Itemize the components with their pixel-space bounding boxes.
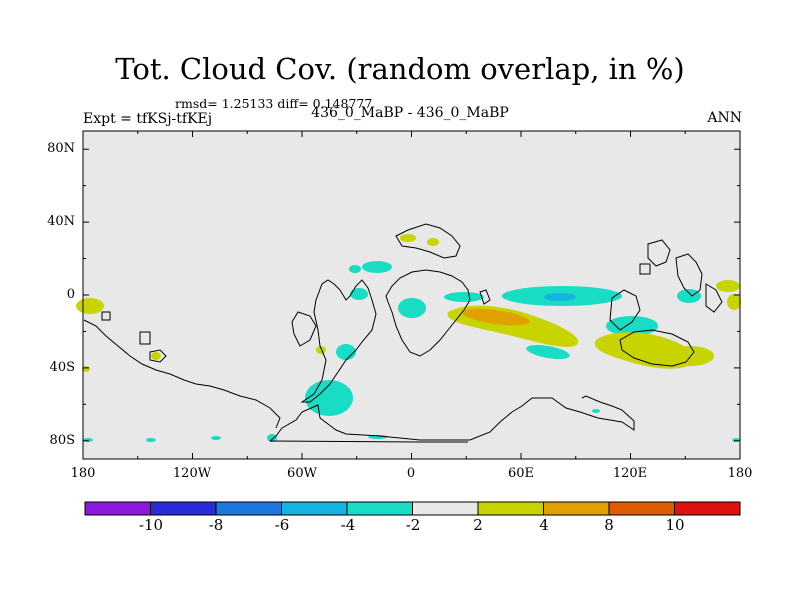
lon-label-60e: 60E (507, 466, 535, 481)
anomaly-patch (336, 344, 356, 360)
colorbar-bin (150, 501, 217, 516)
coastline (139, 331, 151, 345)
coastline (291, 311, 317, 347)
anomaly-patch (211, 436, 221, 440)
anomaly-patch (677, 289, 701, 303)
anomaly-patch (398, 298, 426, 318)
anomaly-patch (146, 438, 156, 442)
lon-label-120e: 120E (612, 466, 648, 481)
experiment-label: Expt = tfKSj-tfKEj (83, 111, 213, 127)
coastline (269, 440, 468, 443)
coastline (385, 269, 471, 357)
anomaly-patch (666, 346, 714, 366)
coastline (619, 329, 695, 367)
colorbar-label: 2 (473, 516, 483, 534)
lat-label-40n: 40N (47, 214, 75, 229)
coastline (647, 239, 671, 267)
coastline (609, 289, 641, 331)
colorbar-label: 8 (604, 516, 614, 534)
anomaly-patch (362, 261, 392, 273)
map-background (83, 131, 740, 459)
colorbar-label: -4 (340, 516, 356, 534)
coastlines (83, 223, 723, 443)
lat-label-80n: 80N (47, 141, 75, 156)
anomaly-patch (526, 344, 570, 360)
anomaly-patch (592, 409, 600, 413)
coastline (395, 223, 461, 259)
lat-label-80s: 80S (49, 433, 75, 448)
lat-label-40s: 40S (49, 360, 75, 375)
colorbar-label: 10 (665, 516, 685, 534)
plot-title: Tot. Cloud Cov. (random overlap, in %) (115, 52, 685, 86)
lon-label-120w: 120W (172, 466, 212, 481)
anomaly-patch (83, 438, 93, 442)
colorbar-bin (608, 501, 675, 516)
colorbar-label: -6 (274, 516, 290, 534)
season-label: ANN (707, 110, 742, 126)
colorbar-bin (543, 501, 610, 516)
anomaly-patch (76, 298, 104, 314)
axis-ticks (82, 131, 741, 459)
colorbar-bin (412, 501, 479, 516)
colorbar-bin (281, 501, 348, 516)
anomaly-patch (444, 292, 484, 302)
lon-label-0: 0 (406, 466, 416, 481)
anomaly-patch (727, 294, 741, 310)
coastline (101, 311, 111, 321)
colorbar-bin (477, 501, 544, 516)
anomaly-patch (400, 234, 416, 242)
anomaly-patch (151, 352, 161, 360)
anomaly-patch (427, 238, 439, 246)
colorbar (84, 501, 741, 516)
colorbar-label: 4 (539, 516, 549, 534)
colorbar-bin (84, 501, 151, 516)
coastline (479, 289, 491, 305)
colorbar-label: -10 (138, 516, 164, 534)
anomaly-patch (316, 346, 326, 354)
colorbar-label: -2 (405, 516, 421, 534)
lon-label-60w: 60W (287, 466, 317, 481)
coastline (149, 349, 167, 363)
anomaly-patch (349, 265, 361, 273)
anomaly-patch (267, 434, 277, 442)
anomaly-patch (544, 293, 576, 301)
anomaly-patch (716, 280, 740, 292)
case-label: 436_0_MaBP - 436_0_MaBP (311, 105, 509, 121)
colorbar-bin (215, 501, 282, 516)
anomaly-patch (350, 288, 368, 300)
rmsd-diff-stats: rmsd= 1.25133 diff= 0.148777 (175, 96, 373, 111)
anomaly-patch (732, 438, 740, 442)
coastline (300, 279, 377, 403)
coastline (83, 319, 281, 429)
lon-label-180w: 180 (70, 466, 96, 481)
colorbar-label: -8 (208, 516, 224, 534)
coastline (639, 263, 651, 275)
anomaly-patch (462, 308, 530, 326)
anomaly-fields (76, 234, 741, 442)
coastline (269, 395, 635, 442)
coastline (705, 283, 723, 313)
coastline (675, 253, 703, 297)
colorbar-bin (674, 501, 741, 516)
lat-label-0: 0 (66, 287, 75, 302)
lon-label-180e: 180 (727, 466, 753, 481)
colorbar-bin (346, 501, 413, 516)
